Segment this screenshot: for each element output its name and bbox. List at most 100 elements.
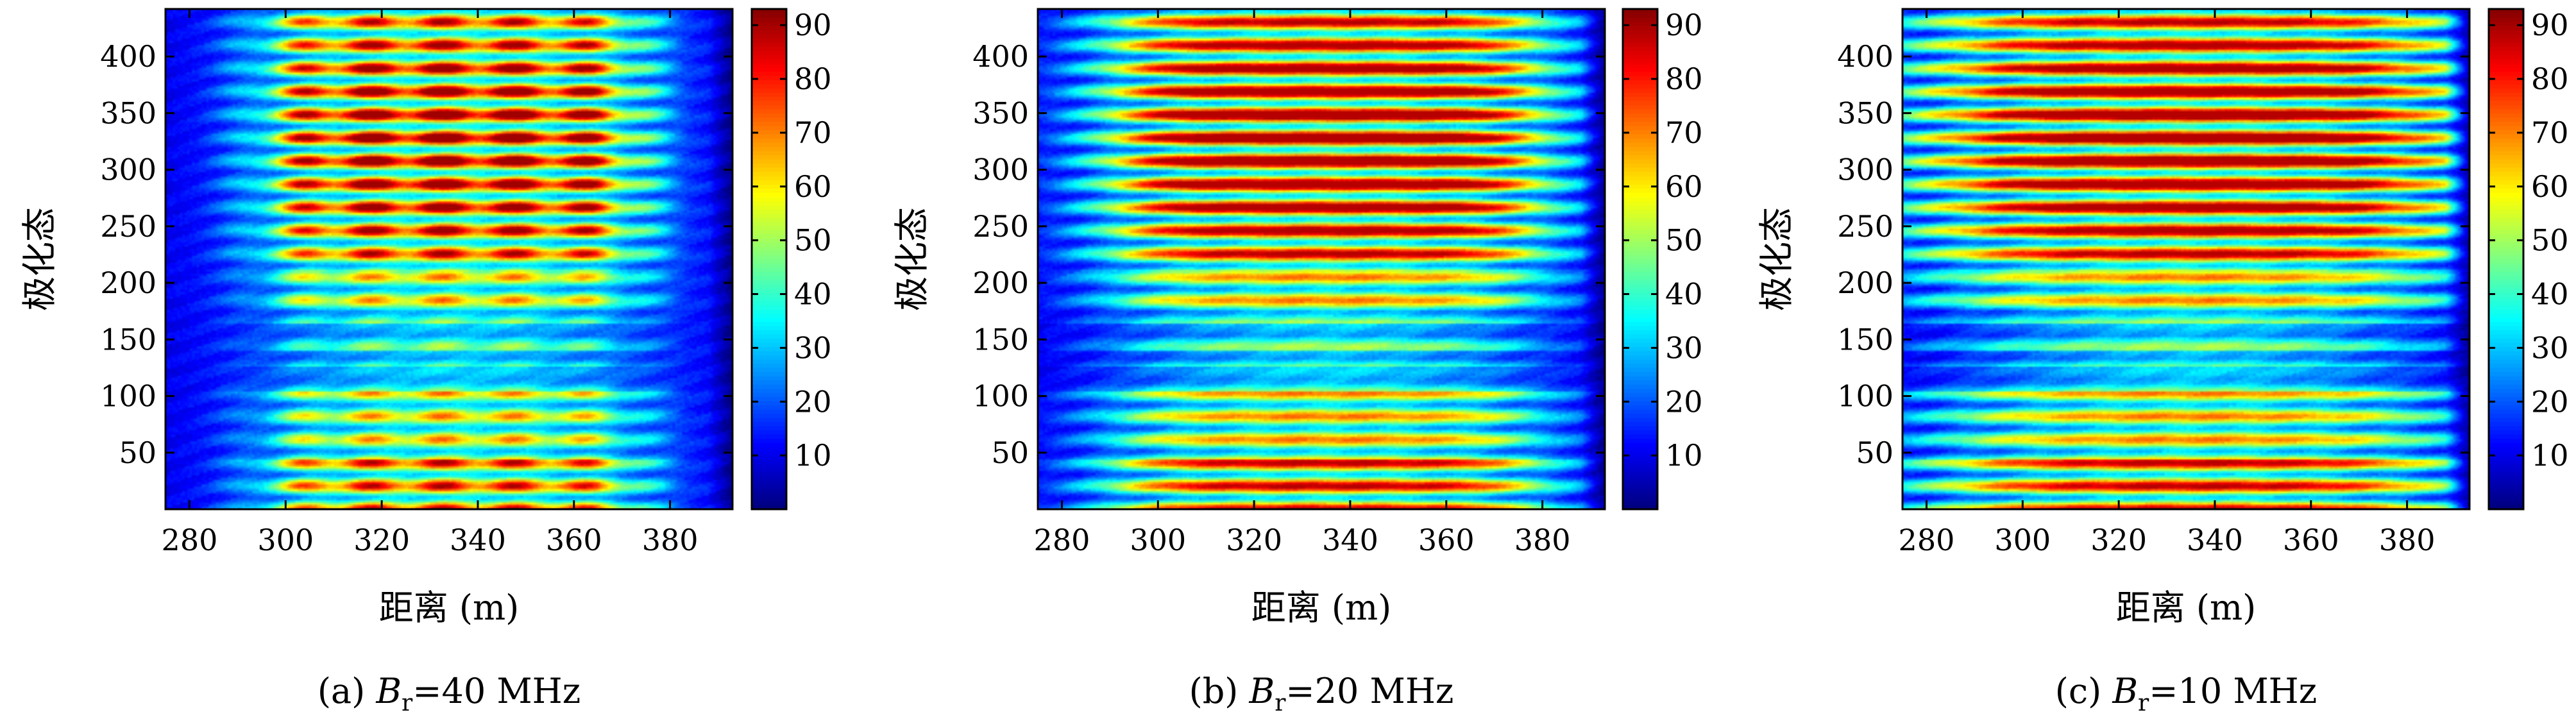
colorbar-segment — [2489, 9, 2523, 14]
colorbar-segment — [752, 63, 786, 68]
colorbar-segment — [2489, 455, 2523, 460]
colorbar-segment — [752, 51, 786, 56]
colorbar-segment — [2489, 388, 2523, 393]
colorbar-segment — [1623, 288, 1657, 293]
colorbar-tick-label: 90 — [794, 8, 832, 42]
colorbar-segment — [752, 209, 786, 214]
colorbar-segment — [752, 201, 786, 206]
colorbar-segment — [2489, 438, 2523, 443]
colorbar-segment — [2489, 421, 2523, 426]
colorbar-segment — [752, 459, 786, 464]
colorbar-segment — [2489, 80, 2523, 85]
colorbar-segment — [2489, 488, 2523, 493]
colorbar-segment — [1623, 84, 1657, 89]
colorbar-segment — [1623, 426, 1657, 431]
colorbar-segment — [1623, 51, 1657, 56]
colorbar-segment — [2489, 221, 2523, 226]
x-axis-label: 距离 (m) — [2116, 587, 2257, 628]
colorbar-segment — [752, 371, 786, 376]
chart-panel-1: 280 300 320 340 360 380 50 100 150 200 250 300 350 40… — [892, 8, 1703, 716]
colorbar-tick-label: 60 — [2531, 169, 2569, 204]
colorbar-segment — [752, 338, 786, 343]
colorbar-segment — [752, 105, 786, 110]
y-tick-label: 400 — [1837, 39, 1894, 74]
colorbar-segment — [1623, 468, 1657, 473]
x-tick-label: 340 — [1322, 523, 1378, 557]
colorbar-segment — [2489, 26, 2523, 31]
colorbar-tick-label: 30 — [794, 330, 832, 365]
colorbar-segment — [1623, 363, 1657, 368]
y-tick-label: 150 — [972, 322, 1029, 357]
y-tick-label: 50 — [119, 435, 157, 470]
colorbar-segment — [1623, 346, 1657, 351]
colorbar-segment — [752, 396, 786, 401]
colorbar-segment — [2489, 496, 2523, 502]
colorbar-segment — [1623, 267, 1657, 273]
colorbar-segment — [1623, 421, 1657, 426]
chart-panel-2: 280 300 320 340 360 380 50 100 150 200 250 300 350 40… — [1756, 8, 2569, 716]
colorbar-segment — [2489, 351, 2523, 356]
colorbar-segment — [752, 480, 786, 485]
y-tick-label: 200 — [100, 266, 157, 300]
colorbar-segment — [752, 363, 786, 368]
colorbar-segment — [752, 230, 786, 235]
subfigure-caption: (a) Br=40 MHz — [318, 671, 580, 716]
colorbar-segment — [1623, 326, 1657, 331]
x-tick-label: 320 — [353, 523, 410, 557]
colorbar-segment — [2489, 146, 2523, 151]
colorbar-segment — [752, 267, 786, 273]
colorbar-segment — [1623, 280, 1657, 285]
colorbar-segment — [752, 26, 786, 31]
colorbar-segment — [1623, 251, 1657, 256]
colorbar-segment — [1623, 76, 1657, 81]
colorbar-segment — [752, 446, 786, 452]
colorbar-segment — [752, 271, 786, 276]
colorbar-segment — [1623, 34, 1657, 39]
colorbar-segment — [1623, 413, 1657, 418]
colorbar-segment — [1623, 259, 1657, 264]
colorbar-segment — [1623, 192, 1657, 198]
colorbar-segment — [1623, 213, 1657, 218]
colorbar-tick-label: 10 — [794, 438, 832, 473]
colorbar-segment — [752, 334, 786, 339]
colorbar-segment — [1623, 46, 1657, 51]
colorbar-segment — [1623, 263, 1657, 268]
x-tick-label: 340 — [2187, 523, 2243, 557]
colorbar: 10 20 30 40 50 60 70 80 90 — [1622, 8, 1703, 511]
colorbar-segment — [1623, 42, 1657, 47]
colorbar-segment — [2489, 301, 2523, 306]
colorbar-segment — [752, 421, 786, 426]
colorbar-tick-label: 90 — [1665, 8, 1703, 42]
colorbar-segment — [2489, 367, 2523, 373]
colorbar-segment — [1623, 63, 1657, 68]
colorbar-segment — [1623, 488, 1657, 493]
colorbar-segment — [2489, 246, 2523, 251]
colorbar-segment — [1623, 109, 1657, 114]
colorbar-segment — [2489, 159, 2523, 164]
colorbar-segment — [2489, 121, 2523, 126]
colorbar-segment — [2489, 101, 2523, 106]
colorbar-segment — [1623, 130, 1657, 135]
colorbar-segment — [2489, 393, 2523, 398]
colorbar-segment — [2489, 346, 2523, 351]
colorbar-segment — [2489, 263, 2523, 268]
colorbar-segment — [2489, 76, 2523, 81]
colorbar-segment — [1623, 451, 1657, 456]
colorbar-segment — [752, 455, 786, 460]
colorbar-segment — [2489, 276, 2523, 281]
colorbar-segment — [752, 192, 786, 198]
colorbar-segment — [752, 55, 786, 60]
colorbar-segment — [2489, 17, 2523, 22]
colorbar-segment — [752, 468, 786, 473]
colorbar-segment — [1623, 180, 1657, 185]
colorbar-segment — [1623, 459, 1657, 464]
colorbar-tick-label: 10 — [1665, 438, 1703, 473]
colorbar-segment — [752, 217, 786, 223]
colorbar-segment — [1623, 126, 1657, 131]
colorbar-segment — [2489, 317, 2523, 323]
colorbar-segment — [2489, 126, 2523, 131]
colorbar-segment — [2489, 67, 2523, 72]
colorbar-tick-label: 10 — [2531, 438, 2569, 473]
colorbar-segment — [2489, 409, 2523, 414]
